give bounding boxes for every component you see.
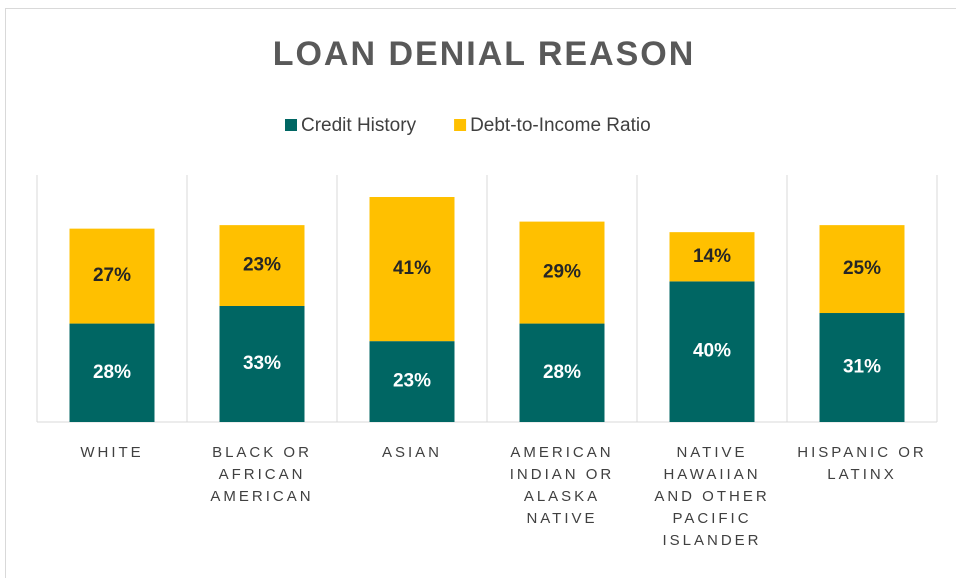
bar-segment: [69, 323, 155, 422]
legend-swatch: [285, 119, 297, 131]
bar-segment: [519, 323, 605, 422]
data-label: 25%: [843, 258, 881, 279]
data-label: 28%: [93, 362, 131, 383]
bar-segment: [669, 232, 755, 282]
bar-segment: [669, 281, 755, 422]
x-tick-label: HISPANIC OR LATINX: [797, 444, 927, 483]
data-label: 31%: [843, 357, 881, 378]
chart-title: LOAN DENIAL REASON: [273, 35, 696, 73]
bar-segment: [369, 197, 455, 342]
bar-segment: [219, 305, 305, 422]
x-tick-label: NATIVE HAWAIIAN AND OTHER PACIFIC ISLAND…: [654, 444, 770, 549]
data-label: 41%: [393, 258, 431, 279]
legend-label: Debt-to-Income Ratio: [470, 115, 651, 136]
x-tick-label: WHITE: [80, 444, 144, 461]
chart-border: [5, 8, 956, 578]
x-tick-label: AMERICAN INDIAN OR ALASKA NATIVE: [509, 444, 615, 527]
legend-swatch: [454, 119, 467, 131]
data-label: 23%: [393, 371, 431, 392]
data-label: 23%: [243, 255, 281, 276]
data-label: 28%: [543, 362, 581, 383]
data-label: 29%: [543, 262, 581, 283]
x-tick-label: ASIAN: [381, 444, 442, 461]
bar-segment: [819, 313, 905, 422]
data-label: 33%: [243, 353, 281, 374]
bar-segment: [69, 228, 155, 324]
bar-segment: [819, 225, 905, 314]
data-label: 14%: [693, 246, 731, 267]
legend-label: Credit History: [301, 115, 417, 136]
x-tick-label: BLACK OR AFRICAN AMERICAN: [210, 444, 314, 505]
bar-segment: [519, 221, 605, 324]
data-label: 40%: [693, 341, 731, 362]
bar-segment: [369, 341, 455, 422]
data-label: 27%: [93, 265, 131, 286]
bar-segment: [219, 225, 305, 306]
